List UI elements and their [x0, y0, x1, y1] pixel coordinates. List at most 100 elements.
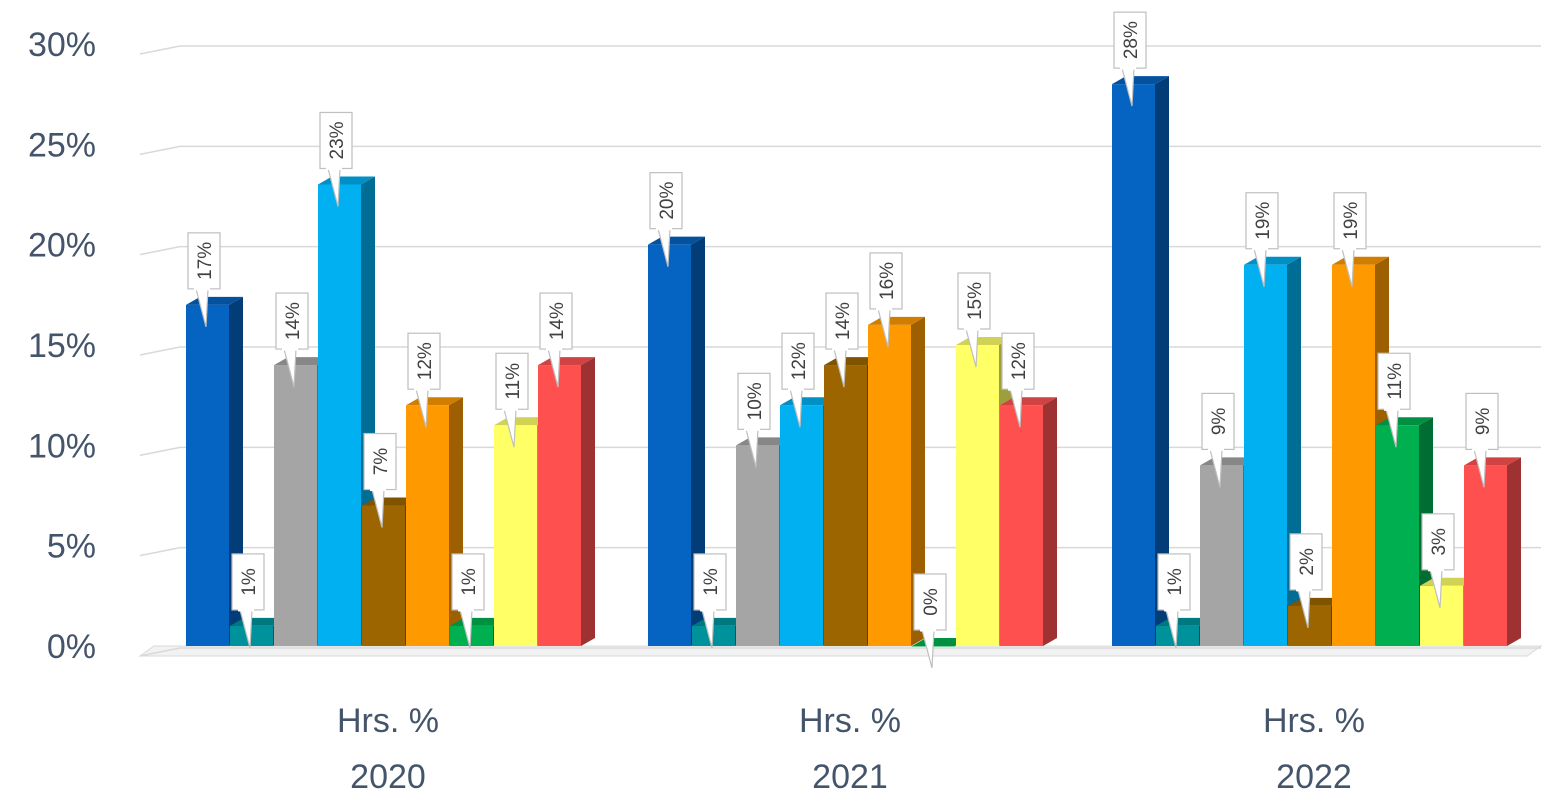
bar	[318, 176, 375, 646]
data-label-text: 1%	[459, 568, 480, 596]
callout-box	[1113, 11, 1147, 69]
data-label-text: 14%	[833, 302, 854, 340]
bar-front	[868, 324, 911, 646]
bar-side	[911, 316, 925, 646]
data-label: 12%	[407, 332, 441, 428]
callout-box	[275, 292, 309, 350]
data-label: 9%	[1465, 392, 1499, 488]
data-label-text: 12%	[789, 342, 810, 380]
callout-joint	[1208, 447, 1224, 451]
bar-front	[186, 304, 229, 646]
callout-joint	[1120, 66, 1136, 70]
callout-box	[407, 332, 441, 390]
callout-box	[1377, 352, 1411, 410]
callout-joint	[832, 347, 848, 351]
callout-joint	[744, 427, 760, 431]
gridline-diagonal	[139, 45, 181, 55]
bars	[186, 76, 1521, 647]
callout-joint	[414, 387, 430, 391]
gridline-diagonal	[139, 546, 181, 557]
callout-box	[913, 573, 947, 631]
bar-front	[1464, 465, 1507, 646]
x-axis: Hrs. % 2020 Hrs. % 2021 Hrs. % 2022	[337, 702, 1365, 795]
data-label-text: 9%	[1209, 408, 1230, 436]
callout-joint	[502, 407, 518, 411]
callout-joint	[1164, 608, 1180, 612]
data-label: 28%	[1113, 11, 1147, 107]
callout-box	[1201, 392, 1235, 450]
y-tick-label: 25%	[28, 126, 96, 164]
bar	[868, 316, 925, 646]
bar-front	[1420, 585, 1463, 646]
data-label: 20%	[649, 172, 683, 267]
data-label: 3%	[1421, 513, 1455, 608]
callout-box	[869, 252, 903, 310]
data-label-text: 12%	[415, 342, 436, 380]
data-label-text: 3%	[1429, 528, 1450, 556]
gridline-diagonal	[139, 446, 181, 457]
bar-front	[824, 365, 867, 646]
bar	[648, 236, 705, 646]
data-label-text: 15%	[965, 282, 986, 320]
callout-joint	[1472, 447, 1488, 451]
y-axis: 0% 5% 10% 15% 20% 25% 30%	[28, 26, 96, 666]
data-label-text: 9%	[1473, 408, 1494, 436]
y-tick-label: 20%	[28, 227, 96, 265]
callout-box	[649, 172, 683, 230]
callout-box	[363, 432, 397, 491]
data-label-text: 14%	[547, 302, 568, 340]
callout-joint	[370, 488, 386, 492]
gridline-diagonal	[139, 245, 181, 256]
callout-box	[693, 553, 727, 611]
x-category-label: 2022	[1276, 758, 1352, 795]
data-label-text: 7%	[371, 448, 392, 476]
data-label: 11%	[1377, 352, 1411, 448]
y-tick-label: 10%	[28, 427, 96, 465]
bar	[538, 357, 595, 646]
bar-front	[1244, 264, 1287, 646]
bar-front	[956, 345, 999, 646]
data-label-text: 16%	[877, 262, 898, 300]
bar-front	[1000, 405, 1043, 646]
bar	[1000, 397, 1057, 646]
data-label: 1%	[693, 553, 727, 649]
data-label: 11%	[495, 352, 529, 448]
data-label-text: 1%	[239, 568, 260, 596]
callout-joint	[194, 287, 210, 291]
x-category-label: 2020	[350, 758, 426, 795]
y-tick-label: 5%	[47, 528, 96, 566]
data-label: 1%	[231, 553, 265, 649]
data-label: 14%	[825, 292, 859, 388]
callout-joint	[1252, 247, 1268, 251]
data-label-text: 0%	[921, 588, 942, 616]
callout-box	[1157, 553, 1191, 611]
bar-front	[780, 405, 823, 646]
bar-front	[1332, 264, 1375, 646]
data-label-text: 11%	[1385, 363, 1406, 400]
bar	[1464, 457, 1521, 646]
data-label-text: 10%	[745, 382, 766, 420]
callout-joint	[1428, 568, 1444, 572]
data-label: 1%	[451, 553, 485, 649]
callout-box	[1245, 192, 1279, 250]
bar	[1112, 76, 1169, 647]
data-labels: 17% 1% 14% 23% 7% 12% 1% 11% 14% 20% 1% 10% 12% 14% 16…	[187, 11, 1499, 669]
bar-front	[318, 184, 361, 646]
data-label: 17%	[187, 232, 221, 328]
callout-joint	[282, 347, 298, 351]
data-label: 16%	[869, 252, 903, 348]
data-label: 1%	[1157, 553, 1191, 649]
data-label: 7%	[363, 432, 397, 528]
data-label-text: 23%	[327, 121, 348, 159]
bar-front	[736, 445, 779, 646]
callout-box	[231, 553, 265, 611]
callout-joint	[1384, 407, 1400, 411]
data-label-text: 1%	[1165, 568, 1186, 596]
bar-side	[691, 236, 705, 646]
callout-box	[781, 332, 815, 390]
gridline-diagonal	[139, 346, 181, 356]
data-label: 9%	[1201, 392, 1235, 488]
bar-front	[406, 405, 449, 646]
bar-front	[1200, 465, 1243, 646]
data-label-text: 2%	[1297, 548, 1318, 576]
